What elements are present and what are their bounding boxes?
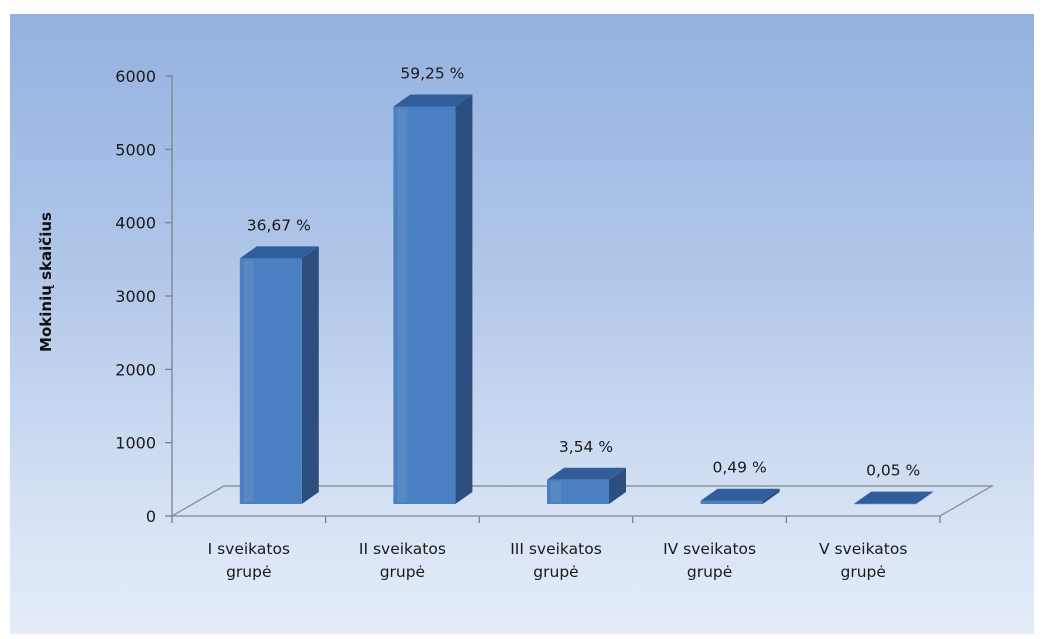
bar-front: [239, 258, 302, 504]
bar-side: [916, 491, 934, 504]
floor-outline: [171, 485, 995, 517]
x-tick-label-2: grupė: [380, 563, 425, 581]
x-tick-label-4: grupė: [687, 563, 732, 581]
bar-top: [700, 488, 780, 501]
bar-side: [301, 246, 319, 505]
bar-5: [854, 491, 934, 505]
x-tick-label-4: IV sveikatos: [663, 540, 756, 558]
bar-3: [547, 467, 626, 504]
x-tick-label-2: II sveikatos: [359, 540, 446, 558]
y-axis-title: Mokinių skaičius: [37, 212, 55, 352]
bar-front: [547, 479, 609, 504]
y-tick-label: 1000: [115, 434, 156, 453]
data-label-1: 36,67 %: [247, 216, 311, 234]
bar-side: [609, 467, 626, 504]
bar-front: [700, 500, 763, 504]
y-tick-label: 3000: [115, 287, 156, 306]
bar-1: [239, 246, 319, 505]
bar-chart: 0 1000 2000 3000 4000 5000 6000 Mokinių skaičiu…: [37, 65, 995, 581]
bar-top: [393, 94, 473, 107]
y-tick-label: 0: [146, 507, 156, 526]
bar-highlight: [551, 481, 561, 502]
bar-top: [854, 491, 934, 504]
x-tick-label-5: V sveikatos: [819, 540, 907, 558]
bar-front: [393, 106, 456, 505]
bar-side: [455, 94, 473, 505]
x-tick-label-5: grupė: [840, 563, 885, 581]
bar-side: [762, 488, 780, 504]
y-tick-label: 2000: [115, 360, 156, 379]
chart-area: 0 1000 2000 3000 4000 5000 6000 Mokinių skaičiu…: [10, 14, 1034, 634]
bar-4: [700, 488, 780, 504]
data-label-2: 59,25 %: [400, 65, 464, 83]
x-tick-label-1: I sveikatos: [208, 540, 290, 558]
bar-top: [239, 246, 319, 259]
bar-top: [547, 467, 626, 480]
bar-highlight: [243, 260, 254, 502]
bar-2: [393, 94, 473, 505]
x-tick-label-3: grupė: [533, 563, 578, 581]
y-tick-label: 6000: [115, 67, 156, 86]
data-label-5: 0,05 %: [866, 462, 920, 480]
bar-highlight: [397, 108, 408, 503]
y-tick-label: 4000: [115, 214, 156, 233]
bar-front: [854, 503, 917, 505]
x-tick-label-3: III sveikatos: [510, 540, 602, 558]
data-label-4: 0,49 %: [713, 459, 767, 477]
y-tick-label: 5000: [115, 140, 156, 159]
data-label-3: 3,54 %: [559, 438, 613, 456]
x-tick-label-1: grupė: [226, 563, 271, 581]
